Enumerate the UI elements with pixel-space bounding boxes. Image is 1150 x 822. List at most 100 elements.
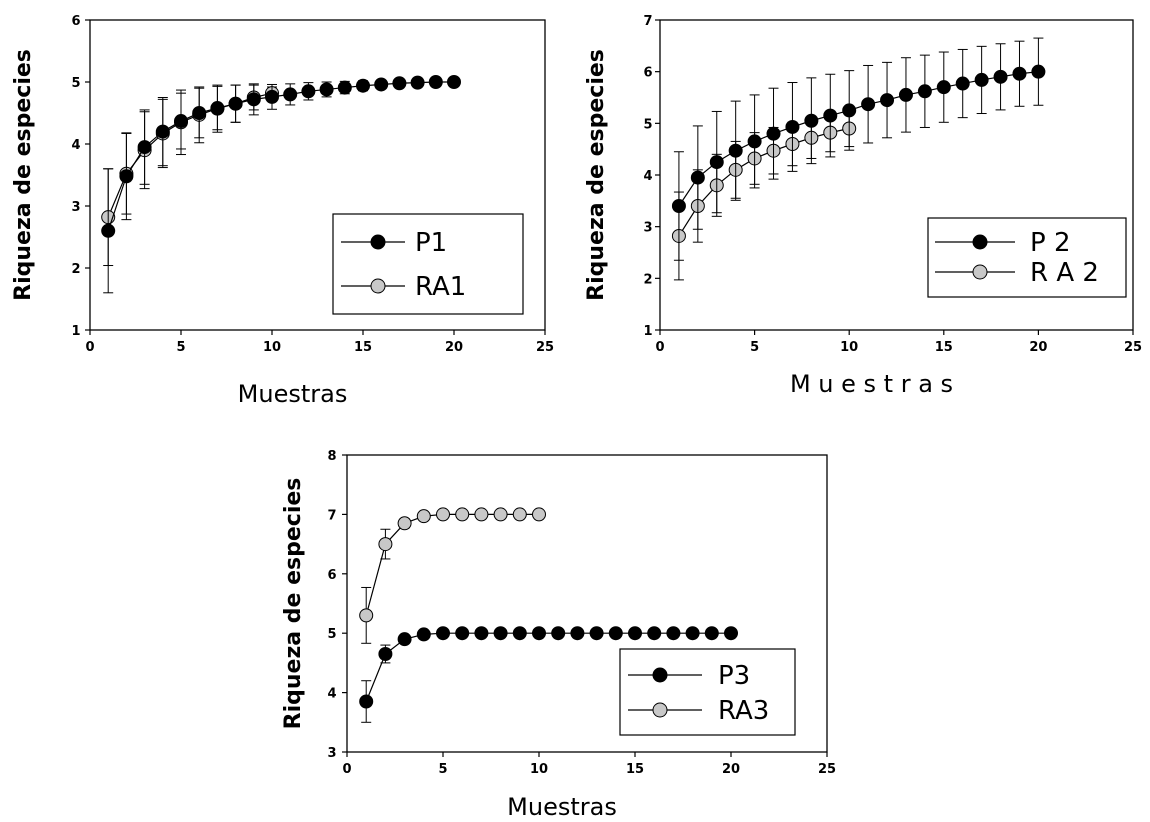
- data-point: [804, 113, 819, 128]
- series-ra2: [671, 109, 857, 281]
- legend-box: [927, 217, 1127, 298]
- series-p1: [101, 75, 461, 294]
- series-ra3: [359, 507, 546, 644]
- data-point: [728, 143, 743, 158]
- data-point: [785, 119, 800, 134]
- data-point: [319, 82, 334, 97]
- legend: P 2R A 2: [927, 217, 1127, 298]
- series-line: [107, 92, 273, 218]
- x-tick-label: 10: [263, 340, 281, 355]
- y-tick-label: 3: [643, 221, 652, 236]
- x-tick-label: 0: [342, 762, 351, 777]
- legend-label: P 2: [1030, 228, 1071, 258]
- y-tick-label: 1: [643, 324, 652, 339]
- data-point: [101, 223, 116, 238]
- data-point: [690, 170, 705, 185]
- data-point: [436, 626, 450, 641]
- y-tick-label: 1: [71, 324, 80, 339]
- data-point: [228, 96, 243, 111]
- data-point: [397, 632, 412, 647]
- data-point: [671, 199, 686, 213]
- data-point: [570, 626, 585, 641]
- data-point: [861, 97, 876, 112]
- data-point: [608, 626, 623, 641]
- data-point: [628, 626, 642, 641]
- y-tick-label: 6: [71, 14, 80, 29]
- data-point: [137, 140, 152, 155]
- x-tick-label: 10: [530, 762, 548, 777]
- y-tick-label: 2: [643, 272, 652, 287]
- legend-label: R A 2: [1030, 258, 1099, 288]
- data-point: [428, 75, 443, 89]
- y-tick-label: 4: [643, 169, 652, 184]
- data-point: [359, 608, 374, 623]
- data-point: [1031, 64, 1046, 79]
- y-tick-label: 7: [327, 508, 336, 523]
- data-point: [359, 694, 374, 709]
- legend-marker: [370, 278, 386, 294]
- data-point: [436, 507, 450, 522]
- data-point: [301, 84, 316, 99]
- x-tick-label: 15: [935, 340, 953, 355]
- data-point: [455, 626, 470, 641]
- x-tick-label: 20: [1029, 340, 1047, 355]
- y-axis-label: Riqueza de especies: [584, 49, 609, 301]
- chart-panel-2: 0 5 10 15 20 25 1 2 3 4 5 6 7 Riqueza de especies M u …: [584, 14, 1142, 398]
- data-point: [410, 75, 425, 90]
- x-tick-label: 10: [840, 340, 858, 355]
- y-tick-label: 3: [71, 200, 80, 215]
- x-axis-label: Muestras: [238, 380, 348, 408]
- data-point: [392, 76, 407, 91]
- data-point: [119, 169, 134, 184]
- x-tick-label: 15: [626, 762, 644, 777]
- series-line: [678, 71, 1039, 207]
- chart-panel-1: 0 5 10 15 20 25 1 2 3 4 5 6 Riqueza de especies Muest…: [11, 14, 554, 408]
- y-axis-label: Riqueza de especies: [11, 49, 36, 301]
- plot-frame: [89, 19, 546, 331]
- y-tick-label: 4: [71, 138, 80, 153]
- y-tick-label: 2: [71, 262, 80, 277]
- data-point: [155, 124, 170, 139]
- data-point: [666, 626, 681, 641]
- x-tick-label: 25: [818, 762, 836, 777]
- data-point: [709, 155, 724, 170]
- chart-panel-3: 0 5 10 15 20 25 3 4 5 6 7 8 Riqueza de especies Muest…: [281, 449, 836, 821]
- y-tick-label: 5: [71, 76, 80, 91]
- data-point: [724, 626, 738, 641]
- data-point: [955, 76, 970, 91]
- legend-label: P1: [415, 228, 447, 258]
- series-line: [365, 513, 539, 616]
- data-point: [174, 114, 188, 129]
- data-point: [766, 126, 781, 141]
- legend-label: RA3: [718, 696, 769, 726]
- data-point: [246, 92, 261, 107]
- series-line: [678, 127, 850, 237]
- data-point: [192, 106, 207, 120]
- data-point: [397, 516, 412, 531]
- data-point: [647, 626, 662, 641]
- data-point: [1012, 66, 1027, 81]
- data-point: [747, 134, 762, 149]
- data-point: [685, 626, 700, 641]
- x-axis-label: M u e s t r a s: [790, 370, 953, 398]
- data-point: [416, 627, 431, 642]
- data-point: [447, 75, 461, 89]
- x-tick-label: 5: [176, 340, 185, 355]
- legend-marker: [972, 264, 988, 280]
- data-point: [842, 103, 857, 118]
- data-point: [416, 509, 431, 524]
- data-point: [474, 507, 489, 522]
- legend-label: P3: [718, 661, 750, 691]
- data-point: [898, 87, 913, 102]
- data-point: [455, 507, 470, 522]
- series-line: [107, 81, 454, 231]
- data-point: [704, 626, 719, 641]
- x-tick-label: 5: [438, 762, 447, 777]
- plot-frame: [346, 454, 828, 753]
- legend-box: [332, 213, 524, 315]
- y-tick-label: 7: [643, 14, 652, 29]
- x-axis-label: Muestras: [507, 793, 617, 821]
- data-point: [974, 72, 989, 87]
